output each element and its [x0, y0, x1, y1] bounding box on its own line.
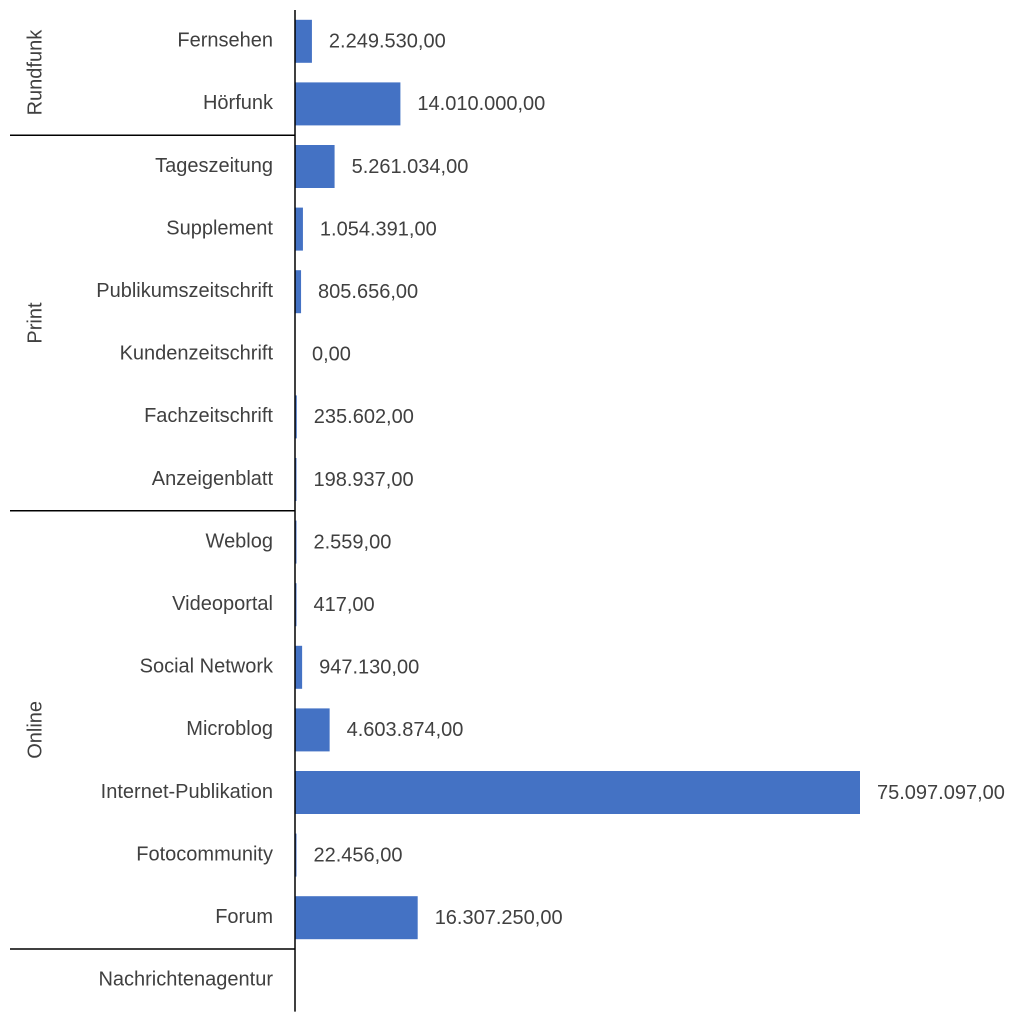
category-label: Nachrichtenagentur: [98, 969, 273, 991]
bar: [295, 645, 303, 689]
category-label: Tageszeitung: [155, 155, 273, 177]
category-label: Hörfunk: [203, 92, 274, 114]
category-label: Videoportal: [172, 593, 273, 615]
group-label: Rundfunk: [24, 29, 46, 116]
category-label: Social Network: [140, 656, 274, 678]
category-label: Weblog: [206, 530, 273, 552]
category-label: Fernsehen: [177, 30, 273, 52]
category-label: Anzeigenblatt: [152, 468, 274, 490]
data-label: 235.602,00: [314, 406, 414, 428]
data-label: 75.097.097,00: [877, 782, 1005, 804]
category-label: Fachzeitschrift: [144, 405, 273, 427]
data-label: 805.656,00: [318, 281, 418, 303]
data-label: 947.130,00: [319, 657, 419, 679]
data-label: 22.456,00: [314, 844, 403, 866]
category-label: Kundenzeitschrift: [120, 343, 274, 365]
data-label: 2.249.530,00: [329, 31, 446, 53]
bar: [295, 771, 860, 814]
data-label: 16.307.250,00: [435, 907, 563, 929]
bar: [295, 145, 335, 188]
category-label: Forum: [215, 906, 273, 928]
bar: [295, 82, 401, 126]
bar: [295, 270, 302, 314]
data-label: 14.010.000,00: [417, 93, 545, 115]
bar: [295, 395, 297, 439]
bar: [295, 19, 312, 63]
category-label: Publikumszeitschrift: [96, 280, 273, 302]
data-label: 4.603.874,00: [347, 719, 464, 741]
group-label: Online: [24, 701, 46, 759]
bar: [295, 207, 303, 251]
category-label: Internet-Publikation: [101, 781, 273, 803]
data-label: 198.937,00: [314, 469, 414, 491]
bar: [295, 896, 418, 940]
group-label: Print: [24, 302, 46, 344]
category-label: Microblog: [186, 718, 273, 740]
category-label: Fotocommunity: [136, 843, 273, 865]
data-label: 1.054.391,00: [320, 218, 437, 240]
data-label: 5.261.034,00: [352, 156, 469, 178]
data-label: 2.559,00: [314, 531, 392, 553]
data-label: 0,00: [312, 344, 351, 366]
bar: [295, 708, 330, 752]
data-label: 417,00: [314, 594, 375, 616]
category-label: Supplement: [166, 217, 273, 239]
